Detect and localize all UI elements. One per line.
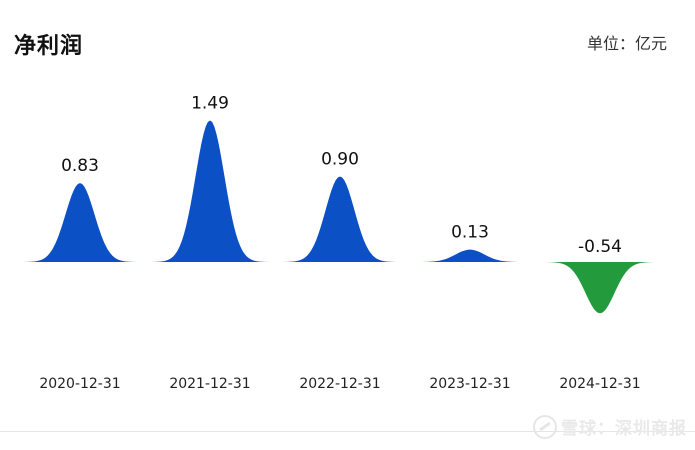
snowball-logo-icon: [533, 414, 557, 439]
spike-2020-12-31: [15, 183, 145, 262]
value-label: 0.83: [61, 156, 99, 176]
spike-2022-12-31: [275, 176, 405, 262]
spike-2024-12-31: [535, 262, 665, 314]
watermark: 雪球：深圳商报: [533, 414, 687, 439]
value-label: 0.90: [321, 150, 359, 170]
value-label: 1.49: [191, 93, 229, 113]
x-tick-label: 2020-12-31: [39, 376, 120, 392]
x-tick-label: 2024-12-31: [559, 376, 640, 392]
value-label: -0.54: [578, 237, 622, 257]
spike-2021-12-31: [145, 120, 275, 262]
x-tick-label: 2021-12-31: [169, 376, 250, 392]
x-tick-label: 2023-12-31: [429, 376, 510, 392]
watermark-text: 雪球：深圳商报: [561, 419, 687, 439]
value-label: 0.13: [451, 223, 489, 243]
x-tick-label: 2022-12-31: [299, 376, 380, 392]
footer-divider: [0, 431, 695, 432]
chart-title: 净利润: [14, 34, 84, 59]
unit-label: 单位：亿元: [586, 34, 667, 53]
spike-2023-12-31: [405, 249, 535, 262]
